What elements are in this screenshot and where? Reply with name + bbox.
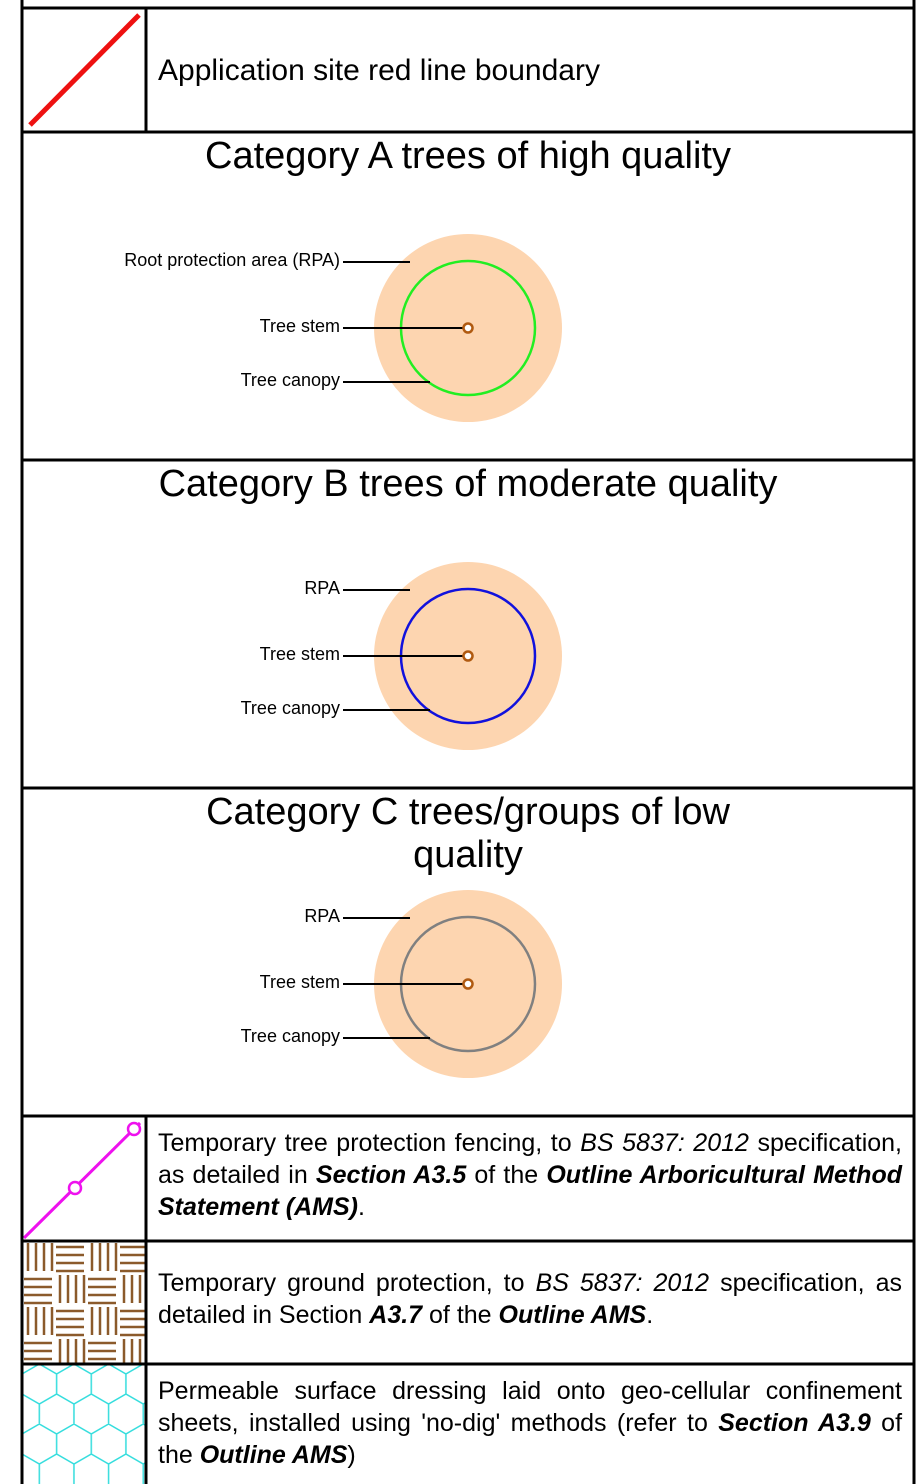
text-segment: Outline AMS (498, 1301, 647, 1329)
table-lines (20, 0, 916, 1484)
text-segment: Permeable surface dressing laid onto geo… (158, 1377, 902, 1437)
text-segment: Section A3.9 (718, 1409, 871, 1437)
text-segment: specification, as detailed in (158, 1129, 902, 1189)
rpa-label: RPA (304, 578, 340, 598)
canopy-label: Tree canopy (240, 698, 340, 718)
text-segment: of the (466, 1161, 547, 1189)
legend-text: Temporary ground protection, to BS 5837:… (158, 1267, 902, 1331)
ground-protection-icon (22, 1241, 146, 1364)
text-segment: Temporary ground protection, to (158, 1269, 536, 1297)
fence-icon (22, 1121, 142, 1240)
stem-label: Tree stem (259, 644, 340, 664)
text-segment: Section A3.5 (315, 1161, 467, 1189)
category-diagrams (343, 234, 562, 1078)
text-segment: Outline AMS (199, 1441, 348, 1469)
stem-label: Tree stem (259, 972, 340, 992)
text-segment: specification, as detailed in Section (158, 1269, 902, 1329)
text-segment: A3.7 (369, 1301, 423, 1329)
text-segment: BS 5837: 2012 (580, 1129, 749, 1157)
canopy-label: Tree canopy (240, 370, 340, 390)
tree-stem (462, 978, 474, 990)
boundary-label: Application site red line boundary (158, 54, 600, 87)
boundary-icon (28, 13, 141, 127)
text-segment: of the (158, 1409, 903, 1469)
text-segment: BS 5837: 2012 (535, 1269, 710, 1297)
text-segment: . (646, 1301, 654, 1329)
category-title: Category B trees of moderate quality (158, 463, 778, 505)
rpa-label: RPA (304, 906, 340, 926)
rpa-label: Root protection area (RPA) (124, 250, 340, 270)
canopy-label: Tree canopy (240, 1026, 340, 1046)
text-segment: . (358, 1193, 365, 1221)
cellular-icon (22, 1364, 146, 1484)
tree-stem (462, 322, 474, 334)
legend-text: Permeable surface dressing laid onto geo… (158, 1375, 902, 1471)
text-segment: of the (422, 1301, 499, 1329)
stem-label: Tree stem (259, 316, 340, 336)
legend-text: Temporary tree protection fencing, to BS… (158, 1127, 902, 1223)
text-segment: ) (347, 1441, 356, 1469)
category-title: Category A trees of high quality (205, 135, 731, 177)
text-segment: Outline Arboricultural Method Statement … (158, 1161, 902, 1221)
text-segment: Temporary tree protection fencing, to (158, 1129, 581, 1157)
tree-stem (462, 650, 474, 662)
category-title: Category C trees/groups of low quality (206, 791, 730, 876)
